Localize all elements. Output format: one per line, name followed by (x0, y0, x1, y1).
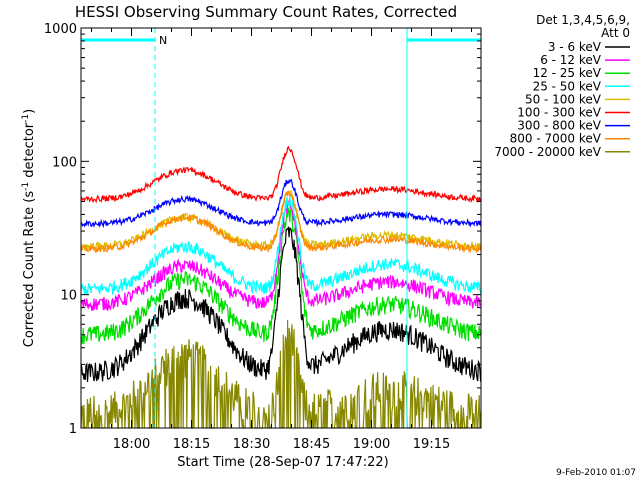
x-tick-label-4: 19:00 (353, 437, 390, 452)
y-axis-label-end: ) (22, 109, 37, 114)
legend-label-4: 50 - 100 keV (525, 92, 602, 106)
legend-label-1: 6 - 12 keV (540, 53, 602, 67)
legend-header-line2: Att 0 (601, 26, 630, 40)
series-line-2 (80, 207, 482, 345)
legend-label-2: 12 - 25 keV (533, 66, 602, 80)
chart-title: HESSI Observing Summary Count Rates, Cor… (75, 3, 457, 21)
y-tick-label-1: 10 (60, 289, 77, 304)
x-tick-label-2: 18:30 (233, 437, 270, 452)
y-axis-label: Corrected Count Rate (s-1 detector-1) (21, 109, 37, 347)
series-line-7 (80, 190, 482, 254)
series-line-8 (80, 319, 482, 430)
y-axis-label-main: Corrected Count Rate (s (22, 191, 37, 348)
y-axis-label-sup2: -1 (21, 114, 31, 123)
y-tick-label-2: 100 (52, 155, 77, 170)
series-layer (80, 145, 482, 430)
x-axis-label: Start Time (28-Sep-07 17:47:22) (177, 455, 388, 470)
y-tick-label-0: 1 (69, 422, 77, 437)
y-tick-label-3: 1000 (44, 22, 77, 37)
series-line-1 (80, 198, 482, 312)
legend-header-line1: Det 1,3,4,5,6,9, (536, 13, 630, 27)
x-tick-label-0: 18:00 (113, 437, 150, 452)
night-marker-label: N (159, 34, 167, 47)
series-line-3 (80, 195, 482, 296)
y-axis-label-sup1: -1 (21, 182, 31, 191)
series-line-5 (80, 145, 482, 204)
axis-layer: 18:00 18:15 18:30 18:45 19:00 19:15 1 10 100 1000 (44, 22, 481, 452)
series-line-0 (80, 226, 482, 382)
legend-label-5: 100 - 300 keV (517, 106, 601, 120)
legend-label-3: 25 - 50 keV (533, 79, 602, 93)
x-tick-label-1: 18:15 (173, 437, 210, 452)
legend-label-6: 300 - 800 keV (517, 119, 601, 133)
legend-label-8: 7000 - 20000 keV (494, 145, 601, 159)
x-tick-label-5: 19:15 (413, 437, 450, 452)
plot-frame (80, 27, 482, 429)
legend-label-7: 800 - 7000 keV (510, 132, 602, 146)
x-tick-label-3: 18:45 (293, 437, 330, 452)
y-axis-label-mid: detector (22, 122, 37, 182)
series-line-6 (80, 178, 482, 229)
legend-label-0: 3 - 6 keV (548, 40, 602, 54)
footer-date: 9-Feb-2010 01:07 (556, 468, 636, 478)
